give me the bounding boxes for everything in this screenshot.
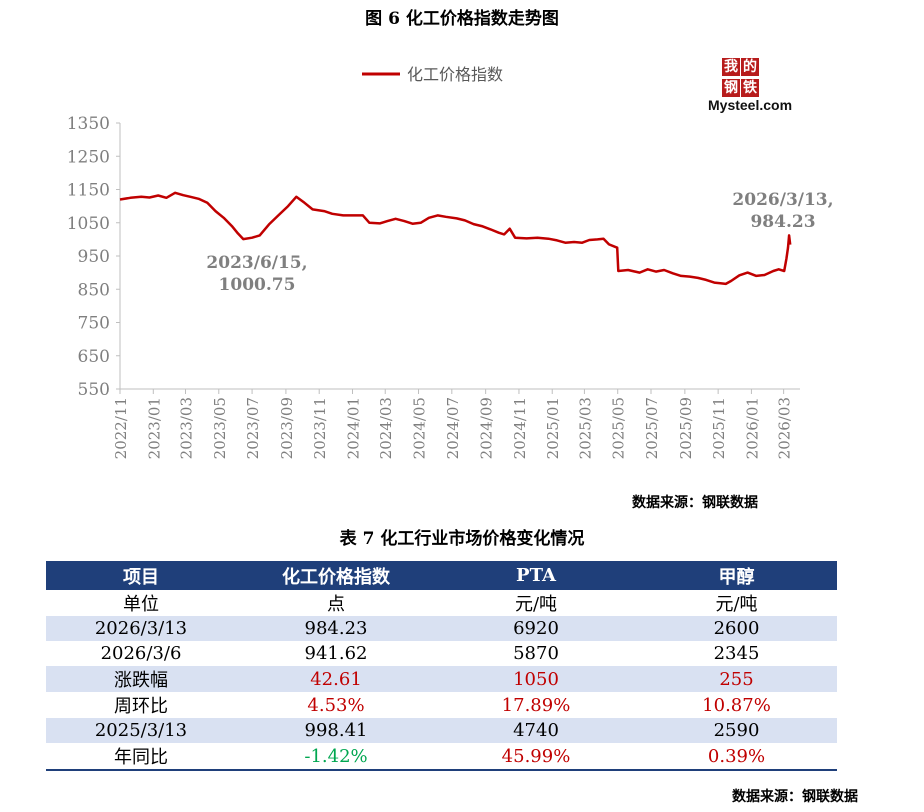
x-tick-label: 2025/05 xyxy=(610,397,628,459)
x-tick-label: 2023/01 xyxy=(145,397,163,459)
x-tick-label: 2025/03 xyxy=(576,397,594,459)
line-chart: 550 650 750 850 950 1050 1150 1250 1350 2022/11 20… xyxy=(67,65,834,459)
table-title: 表 7 化工行业市场价格变化情况 xyxy=(339,529,585,549)
mysteel-logo: 我的 钢铁 Mysteel.com xyxy=(708,56,812,113)
table-row: 涨跌幅 42.61 1050 255 xyxy=(46,666,837,692)
header-methanol: 甲醇 xyxy=(636,561,837,590)
table-cell: 984.23 xyxy=(236,616,436,641)
table-cell: 10.87% xyxy=(702,694,771,716)
x-tick-label: 2024/03 xyxy=(377,397,395,459)
table-cell: 元/吨 xyxy=(715,594,758,615)
legend-label: 化工价格指数 xyxy=(407,65,503,84)
logo-wordmark: Mysteel.com xyxy=(708,97,793,113)
table-row: 单位 点 元/吨 元/吨 xyxy=(46,590,837,616)
table-row: 周环比 4.53% 17.89% 10.87% xyxy=(46,692,837,718)
x-tick-label: 2026/01 xyxy=(743,397,761,459)
x-tick-label: 2023/09 xyxy=(278,397,296,459)
table-cell: 4.53% xyxy=(307,694,365,716)
table-cell: 5870 xyxy=(513,643,559,664)
annotation-label: 2026/3/13, xyxy=(732,190,833,210)
table-cell: 4740 xyxy=(436,718,636,743)
x-tick-label: 2025/07 xyxy=(643,397,661,459)
table-cell: 0.39% xyxy=(636,743,837,771)
price-change-table: 项目 化工价格指数 PTA 甲醇 单位 点 元/吨 元/吨 2026/3/13 … xyxy=(46,561,837,771)
y-tick-label: 1250 xyxy=(67,147,110,167)
series-line-chem-index xyxy=(119,191,792,286)
header-chem-index: 化工价格指数 xyxy=(236,561,436,590)
y-tick-label: 1050 xyxy=(67,214,110,234)
table-cell: 941.62 xyxy=(304,643,368,664)
x-tick-label: 2024/01 xyxy=(344,397,362,459)
x-tick-label: 2026/03 xyxy=(776,397,794,459)
x-tick-label: 2025/11 xyxy=(710,397,728,459)
table-cell: 2025/3/13 xyxy=(46,718,236,743)
header-pta: PTA xyxy=(436,561,636,590)
x-tick-label: 2022/11 xyxy=(112,397,130,459)
x-tick-label: 2023/03 xyxy=(177,397,195,459)
table-cell: 255 xyxy=(636,666,837,692)
table-cell: 元/吨 xyxy=(514,594,558,615)
annotation-label: 2023/6/15, xyxy=(206,253,307,273)
table-cell: 2590 xyxy=(636,718,837,743)
y-tick-label: 550 xyxy=(78,380,110,400)
table-source: 数据来源：钢联数据 xyxy=(732,789,858,805)
table-cell: 2345 xyxy=(713,643,760,664)
x-tick-label: 2024/11 xyxy=(511,397,529,459)
figure-title: 图 6 化工价格指数走势图 xyxy=(365,9,559,29)
table-cell: 2026/3/6 xyxy=(100,643,182,664)
y-tick-label: 950 xyxy=(78,247,110,267)
y-tick-label: 1350 xyxy=(67,114,110,134)
table-row: 2025/3/13 998.41 4740 2590 xyxy=(46,718,837,743)
annotation-label: 1000.75 xyxy=(219,275,296,295)
x-tick-label: 2023/07 xyxy=(244,397,262,459)
table-cell: 周环比 xyxy=(114,696,168,717)
table-cell: 45.99% xyxy=(436,743,636,771)
table-cell: 2600 xyxy=(636,616,837,641)
table-cell: -1.42% xyxy=(236,743,436,771)
y-tick-label: 650 xyxy=(78,347,110,367)
table-cell: 42.61 xyxy=(236,666,436,692)
x-tick-label: 2025/09 xyxy=(677,397,695,459)
table-cell: 6920 xyxy=(436,616,636,641)
x-tick-label: 2023/05 xyxy=(211,397,229,459)
table-row: 2026/3/13 984.23 6920 2600 xyxy=(46,616,837,641)
y-tick-label: 750 xyxy=(78,314,110,334)
table-cell: 17.89% xyxy=(501,694,571,716)
x-tick-label: 2024/07 xyxy=(444,397,462,459)
y-tick-label: 850 xyxy=(78,280,110,300)
table-cell: 2026/3/13 xyxy=(46,616,236,641)
y-tick-label: 1150 xyxy=(67,181,110,201)
table-header-row: 项目 化工价格指数 PTA 甲醇 xyxy=(46,561,837,590)
table-cell: 年同比 xyxy=(46,743,236,771)
header-item: 项目 xyxy=(46,561,236,590)
logo-char-4: 铁 xyxy=(741,79,759,97)
table-cell: 点 xyxy=(327,594,345,615)
logo-char-2: 的 xyxy=(741,58,759,76)
table-cell: 单位 xyxy=(123,594,159,615)
table-cell: 1050 xyxy=(436,666,636,692)
table-row: 年同比 -1.42% 45.99% 0.39% xyxy=(46,743,837,771)
figure-source: 数据来源：钢联数据 xyxy=(632,495,758,511)
logo-char-3: 钢 xyxy=(722,79,740,97)
x-tick-label: 2023/11 xyxy=(311,397,329,459)
x-tick-label: 2025/01 xyxy=(544,397,562,459)
logo-char-1: 我 xyxy=(722,58,740,76)
table-cell: 998.41 xyxy=(236,718,436,743)
table-cell: 涨跌幅 xyxy=(46,666,236,692)
annotation-label: 984.23 xyxy=(750,212,815,232)
x-tick-label: 2024/05 xyxy=(411,397,429,459)
table-row: 2026/3/6 941.62 5870 2345 xyxy=(46,641,837,666)
x-tick-label: 2024/09 xyxy=(478,397,496,459)
